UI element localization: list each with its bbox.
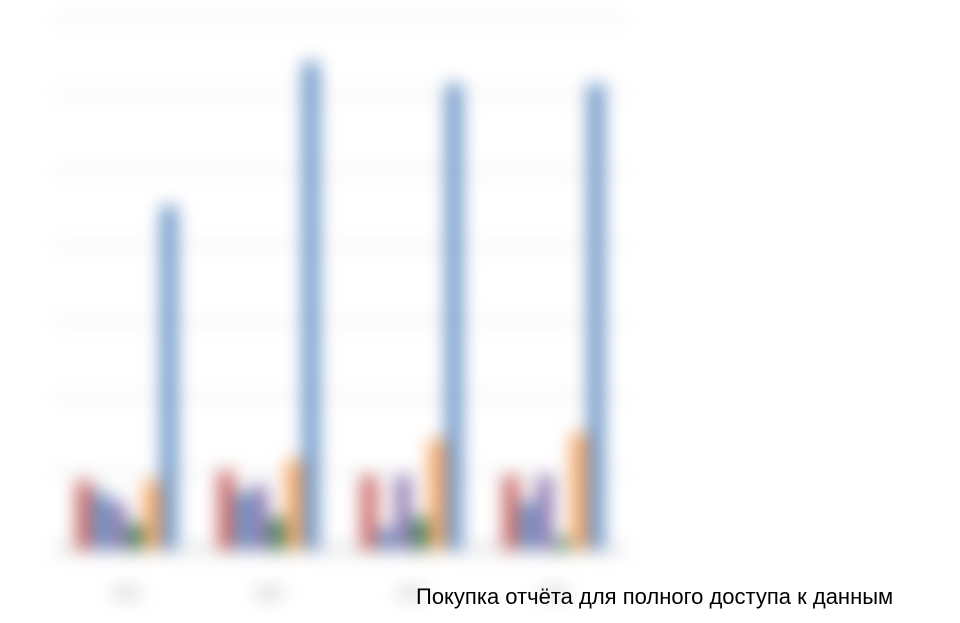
bar	[219, 471, 233, 551]
bar	[521, 502, 535, 550]
bar	[77, 481, 91, 550]
plot-area	[55, 20, 625, 550]
bar	[430, 439, 444, 550]
bar-group	[483, 84, 626, 550]
bar-groups	[55, 20, 625, 550]
bar	[145, 481, 159, 550]
bar	[572, 433, 586, 550]
x-axis-label: 2019	[55, 586, 198, 600]
bar	[270, 518, 284, 550]
bar	[379, 529, 393, 550]
bar	[253, 486, 267, 550]
bar-group	[340, 84, 483, 550]
bar	[447, 84, 461, 550]
bar	[162, 206, 176, 551]
bar	[413, 518, 427, 550]
bar	[111, 502, 125, 550]
bar	[236, 492, 250, 550]
bar-group	[198, 62, 341, 550]
bar	[362, 476, 376, 550]
bar	[555, 539, 569, 550]
chart-container: 2019202020212022	[55, 20, 625, 575]
watermark-caption: Покупка отчёта для полного доступа к дан…	[416, 584, 893, 610]
bar	[287, 460, 301, 550]
bar	[396, 476, 410, 550]
bar	[128, 524, 142, 551]
bar	[538, 476, 552, 550]
bar	[504, 476, 518, 550]
bar	[589, 84, 603, 550]
bar	[94, 492, 108, 550]
x-axis-label: 2020	[198, 586, 341, 600]
bar-group	[55, 206, 198, 551]
bar	[304, 62, 318, 550]
